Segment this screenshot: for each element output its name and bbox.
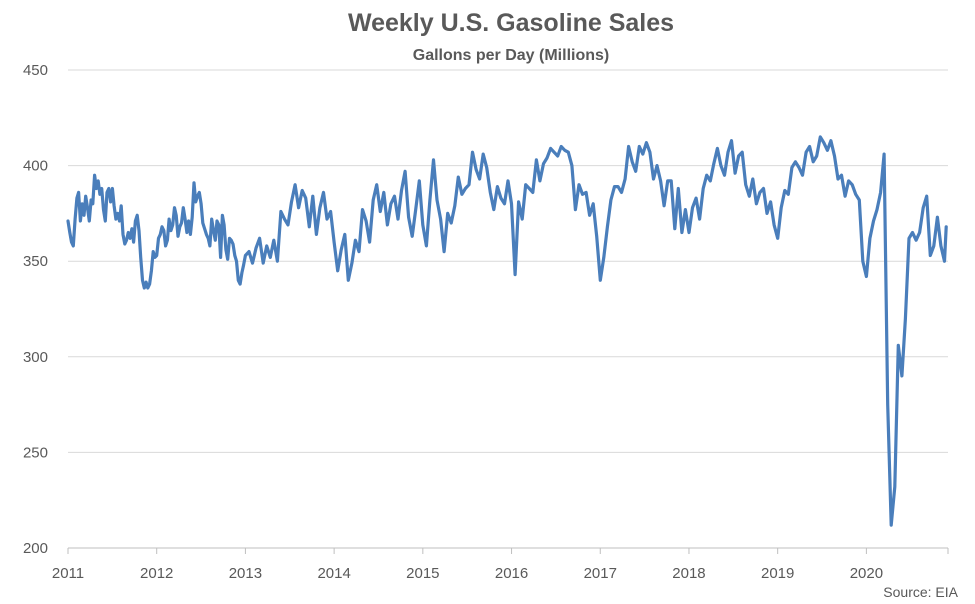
source-note: Source: EIA — [883, 584, 958, 600]
x-tick-label: 2013 — [229, 565, 262, 582]
x-tick-label: 2017 — [584, 565, 617, 582]
x-tick-label: 2015 — [406, 565, 439, 582]
y-tick-label: 250 — [23, 444, 48, 461]
x-tick-label: 2012 — [140, 565, 173, 582]
chart-title: Weekly U.S. Gasoline Sales — [348, 9, 674, 37]
y-tick-label: 400 — [23, 158, 48, 175]
x-tick-label: 2018 — [672, 565, 705, 582]
y-axis-tick-labels: 450 400 350 300 250 200 — [23, 62, 48, 557]
series-line-0 — [66, 135, 948, 527]
x-tick-label: 2011 — [52, 565, 84, 582]
gridlines — [68, 69, 948, 453]
y-tick-label: 300 — [23, 349, 48, 366]
series-layer — [66, 135, 948, 527]
y-tick-label: 450 — [23, 62, 48, 79]
y-tick-label: 200 — [23, 540, 48, 557]
x-tick-label: 2014 — [317, 565, 350, 582]
x-axis-tick-labels: 2011 2012 2013 2014 2015 2016 2017 2018 2019 2020 — [52, 548, 949, 582]
y-tick-label: 350 — [23, 253, 48, 270]
x-tick-label: 2016 — [495, 565, 528, 582]
x-tick-label: 2020 — [850, 565, 883, 582]
x-tick-label: 2019 — [761, 565, 794, 582]
chart-subtitle: Gallons per Day (Millions) — [413, 47, 609, 64]
